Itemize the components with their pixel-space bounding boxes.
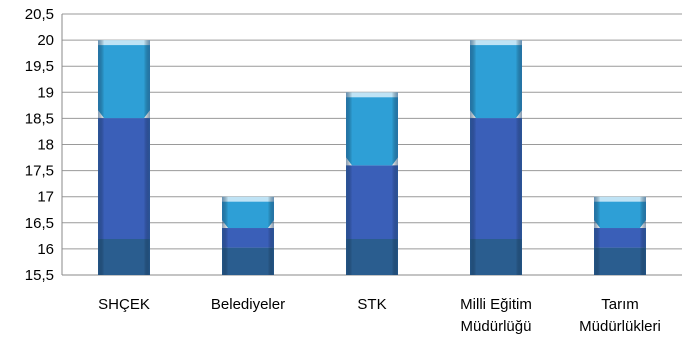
x-category-label: Belediyeler	[211, 296, 285, 313]
x-category-label: Müdürlükleri	[579, 318, 661, 335]
x-category-label: Tarım	[601, 296, 639, 313]
y-tick-label: 16	[37, 241, 54, 258]
y-tick-label: 19	[37, 84, 54, 101]
y-axis-tick-labels: 15,5 16 16,5 17 17,5 18 18,5 19 19,5 20 20,5	[25, 6, 54, 284]
x-category-label: Milli Eğitim	[460, 296, 532, 313]
bar-shading	[594, 196, 646, 275]
y-tick-label: 18,5	[25, 110, 54, 127]
y-tick-label: 20,5	[25, 6, 54, 23]
bar-shading	[222, 196, 274, 275]
bars	[98, 40, 646, 275]
x-category-label: SHÇEK	[98, 296, 150, 313]
x-axis-category-labels: SHÇEK Belediyeler STK Milli Eğitim Müdürlüğü…	[98, 296, 661, 335]
y-tick-label: 16,5	[25, 215, 54, 232]
bar	[98, 40, 150, 275]
y-tick-label: 19,5	[25, 58, 54, 75]
bar-shading	[470, 40, 522, 275]
bar	[346, 92, 398, 275]
x-category-label: Müdürlüğü	[461, 318, 532, 335]
bar-shading	[346, 92, 398, 275]
bar-shading	[98, 40, 150, 275]
y-tick-label: 18	[37, 137, 54, 154]
bar	[470, 40, 522, 275]
y-tick-label: 20	[37, 32, 54, 49]
bar	[222, 196, 274, 275]
x-category-label: STK	[357, 296, 386, 313]
y-tick-label: 17	[37, 189, 54, 206]
y-tick-label: 17,5	[25, 163, 54, 180]
bar	[594, 196, 646, 275]
y-tick-label: 15,5	[25, 267, 54, 284]
